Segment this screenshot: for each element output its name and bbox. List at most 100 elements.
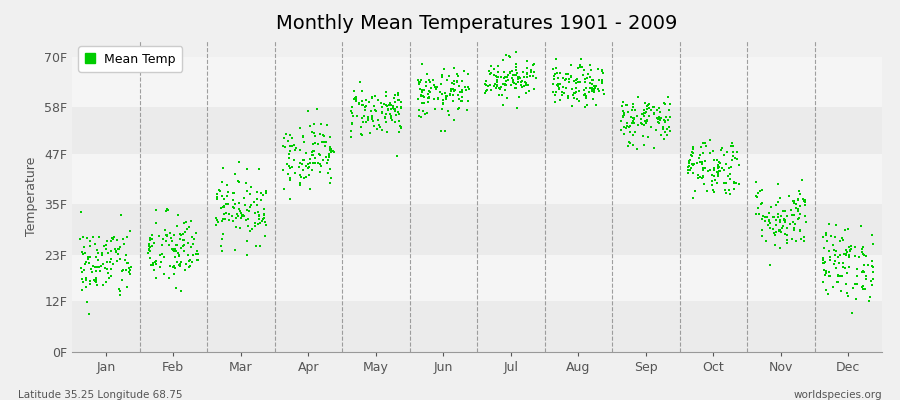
Point <box>564 74 579 80</box>
Point <box>578 79 592 85</box>
Point <box>105 261 120 267</box>
Point <box>842 264 857 270</box>
Point <box>634 115 648 122</box>
Point <box>549 65 563 71</box>
Point <box>420 91 435 97</box>
Point <box>215 235 230 242</box>
Point <box>712 164 726 170</box>
Point <box>79 275 94 281</box>
Point <box>186 252 201 258</box>
Point <box>855 284 869 290</box>
Point <box>511 74 526 80</box>
Point <box>178 261 193 267</box>
Point <box>569 80 583 86</box>
Point <box>443 92 457 98</box>
Point <box>176 237 191 244</box>
Point <box>101 270 115 276</box>
Point <box>142 246 157 252</box>
Point <box>92 234 106 240</box>
Point <box>237 194 251 201</box>
Point <box>495 56 509 63</box>
Point <box>683 166 698 173</box>
Point <box>382 111 397 117</box>
Point <box>356 131 370 138</box>
Point <box>487 83 501 90</box>
Point <box>763 262 778 268</box>
Point <box>499 82 513 88</box>
Point <box>595 68 609 74</box>
Point <box>694 144 708 150</box>
Point <box>287 157 302 163</box>
Point <box>235 212 249 218</box>
Point <box>191 257 205 263</box>
Point <box>839 246 853 253</box>
Point <box>656 100 670 106</box>
Point <box>392 111 406 117</box>
Point <box>491 83 505 89</box>
Point <box>326 148 340 154</box>
Point <box>148 259 162 265</box>
Point <box>838 227 852 234</box>
Point <box>217 196 231 203</box>
Point <box>312 131 327 138</box>
Point <box>823 273 837 280</box>
Point <box>450 78 464 85</box>
Point <box>749 193 763 200</box>
Point <box>636 110 651 116</box>
Point <box>796 196 810 202</box>
Point <box>796 198 811 204</box>
Point <box>154 258 168 265</box>
Point <box>311 160 326 166</box>
Text: Latitude 35.25 Longitude 68.75: Latitude 35.25 Longitude 68.75 <box>18 390 183 400</box>
Point <box>213 205 228 211</box>
Point <box>754 200 769 206</box>
Point <box>766 226 780 232</box>
Point <box>515 78 529 84</box>
Point <box>856 243 870 250</box>
Point <box>450 70 464 77</box>
Point <box>412 107 427 114</box>
Point <box>344 107 358 114</box>
Point <box>776 223 790 230</box>
Point <box>823 247 837 254</box>
Point <box>435 106 449 112</box>
Point <box>790 206 805 212</box>
Point <box>626 114 640 121</box>
Point <box>580 85 594 91</box>
Point <box>696 174 710 180</box>
Point <box>292 164 306 170</box>
Point <box>313 152 328 158</box>
Point <box>499 78 513 84</box>
Point <box>791 216 806 222</box>
Point <box>294 174 309 180</box>
Point <box>320 122 335 128</box>
Point <box>498 82 512 88</box>
Point <box>76 248 90 255</box>
Point <box>352 100 366 106</box>
Point <box>350 113 365 120</box>
Point <box>683 157 698 163</box>
Point <box>554 92 569 98</box>
Point <box>371 117 385 124</box>
Point <box>546 81 561 88</box>
Point <box>587 83 601 89</box>
Point <box>446 65 461 72</box>
Point <box>214 218 229 224</box>
Point <box>420 95 435 101</box>
Point <box>355 88 369 94</box>
Point <box>117 257 131 263</box>
Point <box>791 196 806 202</box>
Point <box>104 238 118 245</box>
Point <box>391 108 405 115</box>
Point <box>589 102 603 108</box>
Point <box>561 95 575 102</box>
Point <box>297 174 311 181</box>
Point <box>697 181 711 187</box>
Point <box>242 208 256 214</box>
Point <box>585 88 599 94</box>
Point <box>388 108 402 114</box>
Point <box>181 252 195 258</box>
Point <box>759 214 773 220</box>
Point <box>380 102 394 109</box>
Point <box>580 75 594 81</box>
